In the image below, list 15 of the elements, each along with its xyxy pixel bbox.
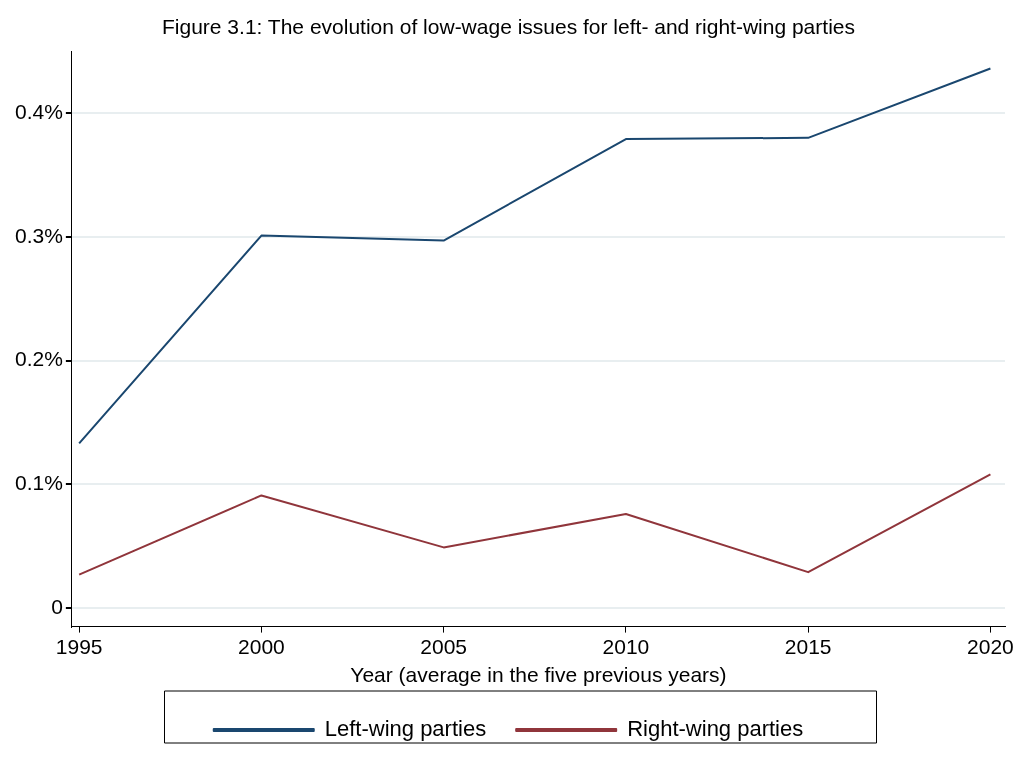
legend-label: Right-wing parties — [627, 716, 804, 742]
y-tick-label: 0.1% — [14, 471, 63, 495]
chart-title: Figure 3.1: The evolution of low-wage issues for left- and right-wing parties — [162, 15, 855, 39]
y-tick-label: 0 — [51, 594, 63, 618]
x-tick-label: 2015 — [784, 635, 832, 658]
x-tick-label: 2020 — [967, 635, 1014, 658]
legend-label: Left-wing parties — [324, 716, 487, 742]
y-tick-label: 0.3% — [14, 223, 63, 247]
y-tick-label: 0.2% — [14, 347, 63, 371]
x-tick-label: 2010 — [602, 635, 650, 658]
x-tick-label: 1995 — [55, 635, 103, 658]
x-tick-label: 2000 — [238, 635, 285, 658]
x-tick-label: 2005 — [420, 635, 468, 658]
x-axis-title: Year (average in the five previous years) — [350, 663, 727, 687]
y-tick-label: 0.4% — [14, 99, 63, 123]
